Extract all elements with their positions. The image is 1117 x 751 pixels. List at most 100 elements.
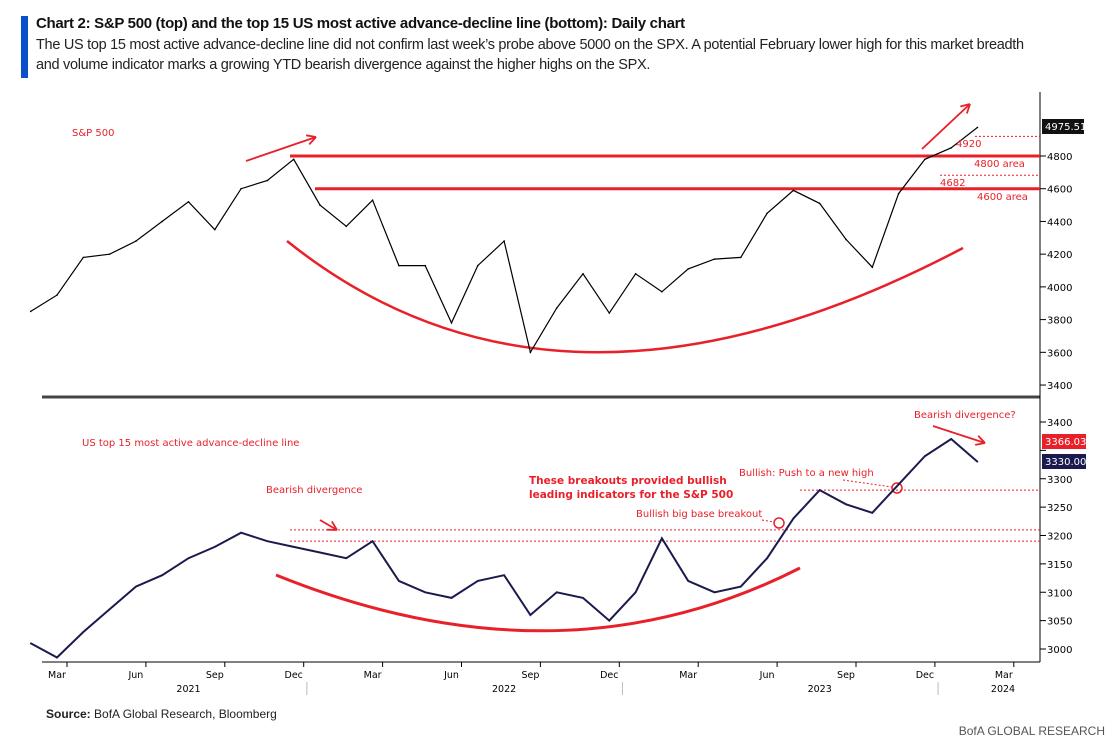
ad-legend: US top 15 most active advance-decline li… [82, 438, 299, 449]
x-tick-label: Dec [916, 670, 934, 681]
spx-line-point [529, 351, 532, 354]
spx-line-point [214, 228, 216, 231]
ad-line-point [924, 455, 926, 457]
y-tick-label: 3250 [1047, 503, 1072, 514]
brand: BofA GLOBAL RESEARCH [958, 724, 1105, 738]
spx-line-point [713, 258, 716, 260]
y-tick-label: 3600 [1047, 348, 1072, 359]
label-new-high: Bullish: Push to a new high [739, 468, 874, 479]
x-tick-label: Jun [127, 670, 143, 681]
spx-line-point [792, 189, 795, 192]
x-tick-label: Mar [679, 670, 697, 681]
x-tick-label: Sep [521, 670, 539, 681]
label-bearish-divergence-q: Bearish divergence? [914, 410, 1016, 421]
ad-line-point [108, 608, 111, 611]
spx-line-point [976, 126, 979, 129]
ad-line-point [897, 483, 900, 486]
x-year-label: 2023 [808, 684, 832, 695]
y-tick-label: 3150 [1047, 560, 1072, 571]
ad-arrow-bearish-q-head [975, 442, 986, 446]
ad-line-point [398, 580, 400, 582]
ad-line-point [424, 591, 427, 594]
ad-line-point [845, 503, 847, 506]
spx-line-point [450, 322, 453, 324]
ad-arrow-bearish-q [932, 425, 986, 444]
ad-line-point [266, 540, 269, 542]
label-base-breakout: Bullish big base breakout [636, 509, 762, 520]
spx-line-point [371, 199, 374, 201]
y-tick-label: 3100 [1047, 588, 1072, 599]
ad-line-point [56, 656, 58, 659]
spx-line-point [108, 253, 111, 255]
spx-line-point [818, 202, 821, 205]
spx-line-point [29, 310, 32, 313]
spx-line-point [56, 294, 58, 296]
spx-line-point [398, 264, 400, 267]
x-year-label: 2022 [492, 684, 516, 695]
x-tick-label: Dec [285, 670, 303, 681]
x-tick-label: Mar [48, 670, 66, 681]
spx-arrow-2021 [245, 136, 317, 162]
spx-line-point [555, 307, 558, 309]
ad-arrow-bearish [319, 519, 338, 531]
spx-line-point [871, 266, 874, 269]
y-tick-label: 3050 [1047, 617, 1072, 628]
ad-line-point [161, 574, 163, 577]
source-label: Source: [46, 707, 91, 721]
ad-line-point [135, 585, 137, 588]
y-tick-label: 4600 [1047, 185, 1072, 196]
accent-bar [21, 16, 28, 78]
y-tick-label: 3300 [1047, 475, 1072, 486]
spx-line-point [135, 240, 137, 242]
ad-line-point [582, 597, 584, 599]
spx-line-point [740, 256, 742, 259]
y-tick-label: 4200 [1047, 250, 1072, 261]
spx-line-point [634, 272, 637, 275]
spx-line-point [82, 256, 85, 259]
ad-last-badge-navy [1042, 454, 1086, 469]
ad-last-value-red: 3366.03 [1045, 437, 1086, 448]
spx-arrow-2021-head [308, 136, 317, 145]
y-tick-label: 3400 [1047, 418, 1072, 429]
spx-arc [286, 240, 964, 354]
y-tick-label: 3200 [1047, 532, 1072, 543]
ad-line-point [477, 580, 479, 582]
spx-line-point [477, 264, 479, 267]
ad-line-point [503, 574, 505, 577]
spx-line-point [582, 272, 584, 275]
ad-line-point [345, 557, 348, 559]
spx-line-point [345, 225, 348, 228]
label-4682: 4682 [940, 178, 965, 189]
x-tick-label: Sep [206, 670, 224, 681]
ad-line-point [661, 537, 663, 540]
label-4920: 4920 [956, 139, 981, 150]
ad-line-point [529, 614, 532, 616]
x-tick-label: Mar [364, 670, 382, 681]
x-year-label: 2024 [991, 684, 1015, 695]
spx-line [30, 126, 978, 354]
source-note: Source: BofA Global Research, Bloomberg [46, 707, 277, 721]
ad-line-point [687, 580, 689, 582]
y-tick-label: 3400 [1047, 381, 1072, 392]
ad-line-point [82, 631, 85, 633]
ad-line-point [608, 619, 611, 622]
x-tick-label: Dec [600, 670, 618, 681]
ad-line-point [713, 591, 716, 594]
spx-line-point [687, 268, 689, 270]
x-year-label: 2021 [176, 684, 200, 695]
spx-line-point [924, 158, 926, 161]
leader-dotted [761, 519, 775, 523]
ad-line-point [29, 642, 32, 645]
ad-line-point [240, 531, 242, 534]
new-high-circle [891, 482, 903, 494]
x-tick-label: Sep [837, 670, 855, 681]
ad-line-point [450, 597, 453, 599]
x-tick-label: Mar [995, 670, 1013, 681]
spx-line-point [187, 201, 190, 203]
spx-line-point [424, 264, 427, 267]
spx-line-point [608, 312, 611, 314]
breakout-circle [773, 517, 785, 529]
x-tick-label: Jun [759, 670, 775, 681]
source-text: BofA Global Research, Bloomberg [90, 707, 277, 721]
